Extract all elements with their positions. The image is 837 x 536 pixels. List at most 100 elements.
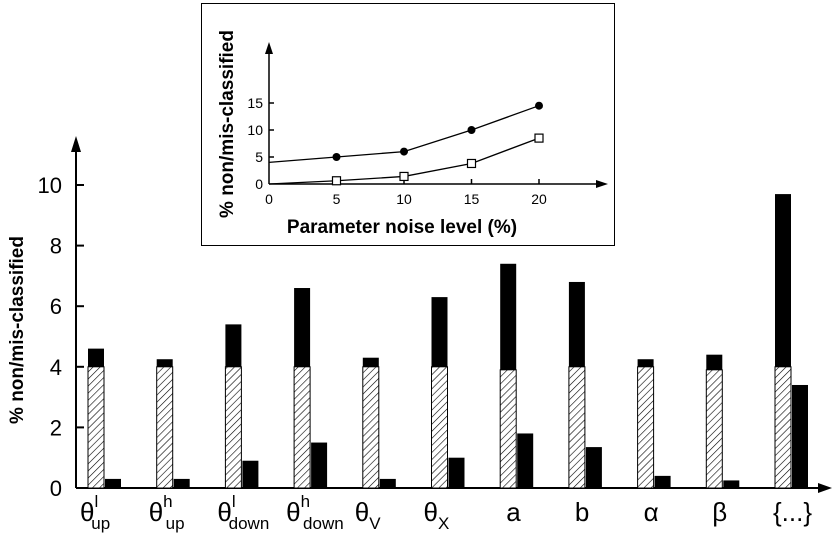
x-tick-label: θl down (217, 492, 269, 533)
bar-hatched (705, 369, 723, 489)
main-y-axis-title: % non/mis-classified (7, 236, 28, 424)
inset-marker-square (466, 158, 477, 169)
bar-solid (379, 478, 396, 488)
x-tick-label-base: α (644, 497, 659, 527)
x-tick-label-base: θ (286, 497, 300, 527)
inset-x-tick-label: 0 (265, 191, 273, 207)
inset-marker-square (534, 133, 544, 143)
x-tick-label-base: θ (149, 497, 163, 527)
y-axis-arrow (71, 136, 81, 152)
bar-stacked-top (225, 324, 242, 367)
bar-hatched (431, 366, 448, 489)
inset-marker-square (331, 176, 342, 186)
x-tick-label-sup: l (232, 492, 236, 511)
bar-hatched (87, 366, 105, 489)
inset-x-tick-label: 15 (464, 191, 480, 207)
x-tick-label: θX (424, 497, 450, 533)
x-tick-label-base: θ (80, 497, 94, 527)
inset-marker-circle (467, 126, 476, 134)
bar-solid (311, 442, 328, 488)
x-tick-label: θh down (286, 492, 344, 533)
bar-hatched (156, 366, 174, 489)
x-tick-label: {...} (773, 497, 812, 527)
y-tick-label: 8 (50, 234, 62, 259)
main-labels: θl up θh up θl down θh down θV θX a b α β {...} (80, 492, 812, 533)
bar-hatched (293, 366, 311, 489)
x-tick-label: b (575, 497, 589, 527)
bar-solid (654, 475, 671, 488)
y-tick-label: 2 (50, 415, 62, 440)
inset-x-tick-label: 20 (531, 191, 547, 207)
inset-x-tick-label: 10 (396, 191, 412, 207)
inset-y-tick-label: 15 (247, 95, 263, 111)
bar-solid (242, 460, 259, 488)
inset-y-axis-arrow (265, 42, 273, 54)
x-tick-label-sub: down (303, 514, 344, 533)
inset-series (268, 101, 544, 186)
x-tick-label-base: β (712, 497, 727, 527)
bar-hatched (568, 366, 586, 489)
inset-x-axis-title: Parameter noise level (%) (287, 217, 517, 238)
inset-y-axis-title: % non/mis-classified (217, 30, 238, 218)
bar-stacked-top (431, 297, 448, 367)
x-tick-label-sub: down (229, 514, 270, 533)
x-axis-arrow (818, 483, 832, 493)
x-tick-label-sup: h (163, 492, 172, 511)
bar-solid (517, 433, 534, 488)
y-tick-label: 10 (38, 173, 62, 198)
bar-solid (792, 384, 808, 488)
x-tick-label: θl up (80, 492, 110, 533)
y-tick-label: 4 (50, 355, 62, 380)
x-tick-label-base: θ (424, 497, 438, 527)
x-tick-label-sup: h (301, 492, 310, 511)
bar-hatched (362, 366, 380, 489)
bar-stacked-top (568, 281, 585, 367)
inset-y-tick-label: 0 (255, 176, 263, 192)
bar-hatched (499, 369, 517, 489)
y-tick-label: 0 (50, 476, 62, 501)
inset-y-tick-label: 10 (247, 122, 263, 138)
inset-marker-square (399, 171, 409, 182)
bar-hatched (637, 366, 655, 489)
bar-stacked-top (294, 288, 311, 367)
x-tick-label: θV (355, 497, 381, 533)
bar-solid (173, 478, 190, 488)
inset-y-tick-label: 5 (255, 149, 263, 165)
bar-stacked-top (637, 359, 654, 367)
x-tick-label: θh up (149, 492, 185, 533)
x-tick-label-sub: up (91, 514, 110, 533)
x-tick-label: α (644, 497, 659, 527)
bar-stacked-top (156, 359, 173, 367)
bar-solid (105, 478, 121, 488)
inset-marker-circle (535, 101, 543, 110)
bar-hatched (774, 366, 792, 489)
bar-stacked-top (88, 348, 104, 367)
inset-x-axis-arrow (596, 180, 608, 188)
x-tick-label: a (506, 497, 521, 527)
x-tick-label-sub: up (166, 514, 185, 533)
bar-solid (448, 457, 465, 488)
bar-stacked-top (500, 263, 517, 370)
x-tick-label-base: {...} (773, 497, 812, 527)
inset-marker-circle (332, 153, 341, 161)
y-tick-label: 6 (50, 294, 62, 319)
x-tick-label: β (712, 497, 727, 527)
bar-stacked-top (362, 357, 379, 367)
x-tick-label-base: θ (217, 497, 231, 527)
inset-x-tick-label: 5 (333, 191, 341, 207)
x-tick-label-base: b (575, 497, 589, 527)
main-bars (87, 194, 808, 489)
bar-solid (723, 480, 740, 488)
x-tick-label-base: θ (355, 497, 369, 527)
bar-hatched (224, 366, 242, 489)
x-tick-label-sup: l (94, 492, 98, 511)
inset-line-chart: 0 5 10 15 20 0 5 10 15 % non/mis-classified Para… (217, 30, 608, 238)
x-tick-label-sub: X (438, 514, 449, 533)
x-tick-label-sub: V (369, 514, 381, 533)
bar-stacked-top (775, 194, 791, 367)
bar-solid (585, 447, 602, 488)
bar-stacked-top (706, 354, 723, 370)
inset-chart-panel: 0 5 10 15 20 0 5 10 15 % non/mis-classified Para… (201, 3, 615, 246)
x-tick-label-base: a (506, 497, 521, 527)
